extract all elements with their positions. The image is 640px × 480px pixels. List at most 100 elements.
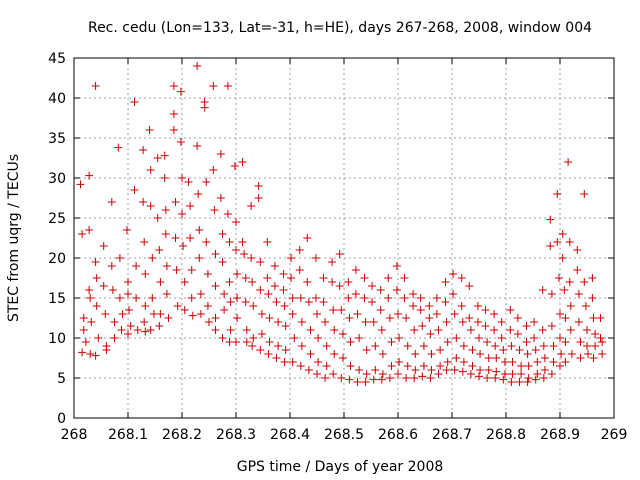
data-point — [287, 254, 296, 262]
data-point — [492, 367, 501, 376]
data-point — [452, 354, 461, 362]
x-tick-label: 268.9 — [540, 427, 580, 443]
data-point — [169, 110, 178, 118]
data-point — [193, 62, 202, 70]
data-point — [335, 250, 344, 258]
data-point — [368, 298, 377, 306]
data-point — [443, 338, 452, 346]
data-point — [468, 346, 477, 354]
data-point — [226, 298, 235, 306]
data-point — [118, 310, 127, 318]
data-point — [483, 374, 492, 382]
data-point — [580, 278, 589, 286]
data-point — [329, 370, 338, 378]
data-point — [146, 326, 155, 334]
data-point — [153, 154, 162, 162]
data-point — [130, 98, 139, 106]
data-point — [561, 314, 570, 322]
data-point — [226, 326, 235, 334]
data-point — [457, 302, 466, 310]
data-point — [86, 294, 95, 302]
x-tick-label: 268 — [61, 427, 88, 443]
data-point — [566, 326, 575, 334]
data-point — [540, 366, 549, 374]
data-point — [419, 362, 428, 370]
data-point — [458, 318, 467, 326]
data-point — [225, 238, 234, 246]
data-point — [193, 142, 202, 150]
data-point — [400, 274, 409, 282]
data-point — [442, 318, 451, 326]
data-point — [425, 314, 434, 322]
data-point — [384, 294, 393, 302]
x-tick-label: 268.8 — [486, 427, 526, 443]
data-point — [249, 334, 258, 342]
data-point — [395, 334, 404, 342]
data-point — [523, 350, 532, 358]
data-point — [161, 206, 170, 214]
data-point — [264, 350, 273, 358]
data-point — [114, 143, 123, 152]
data-point — [335, 282, 344, 290]
y-tick-label: 40 — [48, 91, 66, 107]
data-point — [539, 342, 548, 350]
data-point — [287, 274, 296, 282]
data-point — [132, 294, 141, 302]
data-point — [484, 366, 493, 374]
data-point — [506, 306, 515, 314]
data-point — [376, 286, 385, 294]
data-point — [218, 230, 227, 238]
data-point — [558, 230, 567, 238]
y-axis-label: STEC from uqrg / TECUs — [6, 154, 22, 322]
data-point — [216, 150, 225, 158]
data-point — [591, 330, 600, 338]
data-point — [232, 246, 240, 254]
data-point — [395, 358, 404, 366]
data-point — [452, 334, 461, 342]
data-point — [355, 366, 364, 374]
data-point — [476, 350, 485, 358]
data-point — [180, 306, 189, 314]
data-point — [378, 350, 387, 358]
data-point — [218, 334, 227, 342]
data-point — [110, 318, 119, 326]
data-point — [426, 330, 435, 338]
data-point — [247, 202, 256, 210]
data-point — [449, 290, 458, 298]
data-point — [184, 178, 193, 186]
data-point — [279, 270, 288, 278]
data-point — [466, 326, 475, 334]
data-point — [442, 366, 451, 374]
data-point — [145, 126, 154, 134]
data-point — [507, 378, 516, 386]
data-point — [146, 202, 155, 210]
data-point — [85, 171, 94, 180]
data-point — [280, 302, 289, 310]
data-point — [491, 374, 500, 382]
chart-title: Rec. cedu (Lon=133, Lat=-31, h=HE), days… — [88, 20, 592, 36]
data-point — [506, 326, 515, 334]
data-point — [371, 366, 380, 374]
data-point — [270, 282, 279, 290]
data-point — [321, 318, 330, 326]
data-point — [418, 322, 427, 330]
data-point — [371, 342, 380, 350]
data-point — [588, 274, 597, 282]
data-point — [394, 310, 402, 318]
data-point — [565, 278, 574, 286]
data-point — [459, 342, 468, 350]
x-tick-label: 268.2 — [162, 427, 202, 443]
data-point — [265, 338, 274, 346]
data-point — [210, 206, 219, 214]
data-point — [233, 294, 242, 302]
x-axis-label: GPS time / Days of year 2008 — [237, 459, 444, 475]
data-point — [522, 322, 531, 330]
data-point — [133, 326, 142, 334]
data-point — [202, 238, 211, 246]
data-point — [387, 338, 396, 346]
data-point — [499, 375, 508, 384]
data-point — [362, 370, 371, 378]
y-tick-label: 15 — [48, 291, 66, 307]
data-point — [361, 318, 370, 326]
data-point — [573, 266, 582, 274]
